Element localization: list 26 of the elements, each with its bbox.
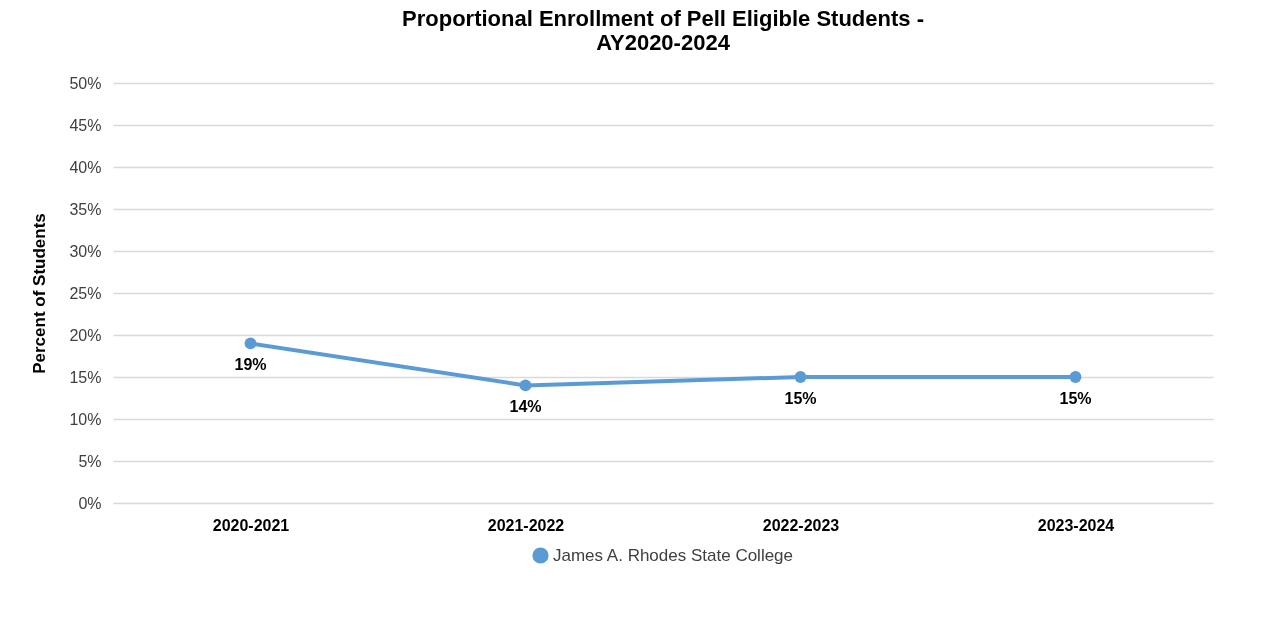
y-tick-label: 15% (69, 368, 102, 386)
y-tick-label: 30% (69, 242, 102, 260)
point (794, 371, 807, 383)
y-tick-label: 35% (69, 200, 102, 218)
x-tick-label: 2021-2022 (487, 516, 565, 534)
data-label: 15% (1059, 390, 1092, 407)
y-tick-label: 45% (69, 116, 102, 134)
chart-title: Proportional Enrollment of Pell Eligible Students - AY2020-2024 (402, 6, 924, 55)
y-tick-label: 20% (69, 326, 102, 344)
point (519, 379, 532, 392)
x-tick-label: 2023-2024 (1037, 516, 1115, 534)
x-tick-label: 2020-2021 (212, 516, 290, 534)
point (244, 337, 257, 350)
y-tick-label: 10% (69, 410, 102, 428)
data-label: 14% (509, 398, 542, 416)
y-tick-label: 25% (69, 284, 102, 302)
y-tick-label: 5% (78, 452, 102, 470)
y-tick-label: 50% (69, 74, 102, 92)
x-tick-label: 2022-2023 (762, 516, 840, 534)
point (1069, 371, 1082, 383)
data-label: 15% (784, 390, 817, 407)
legend-label: James A. Rhodes State College (553, 545, 794, 565)
data-label: 19% (234, 356, 267, 374)
y-axis-title: Percent of Students (30, 213, 50, 374)
y-tick-label: 40% (69, 158, 102, 176)
y-tick-label: 0% (78, 494, 102, 512)
